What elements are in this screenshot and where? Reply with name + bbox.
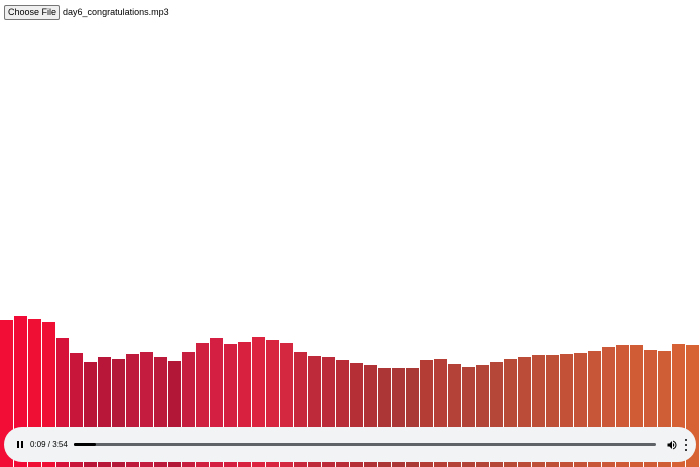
current-time: 0:09 — [30, 440, 46, 449]
time-separator: / — [45, 440, 53, 449]
pause-icon[interactable] — [14, 439, 26, 451]
more-options-icon[interactable] — [684, 438, 688, 451]
duration: 3:54 — [52, 440, 68, 449]
file-input[interactable]: Choose File day6_congratulations.mp3 — [4, 4, 169, 20]
time-display: 0:09 / 3:54 — [30, 440, 68, 449]
progress-fill — [73, 443, 96, 446]
volume-icon[interactable] — [666, 439, 678, 451]
audio-player[interactable]: 0:09 / 3:54 — [4, 427, 696, 462]
progress-slider[interactable] — [73, 443, 656, 446]
choose-file-button[interactable]: Choose File — [4, 4, 61, 20]
selected-file-name: day6_congratulations.mp3 — [63, 7, 169, 17]
